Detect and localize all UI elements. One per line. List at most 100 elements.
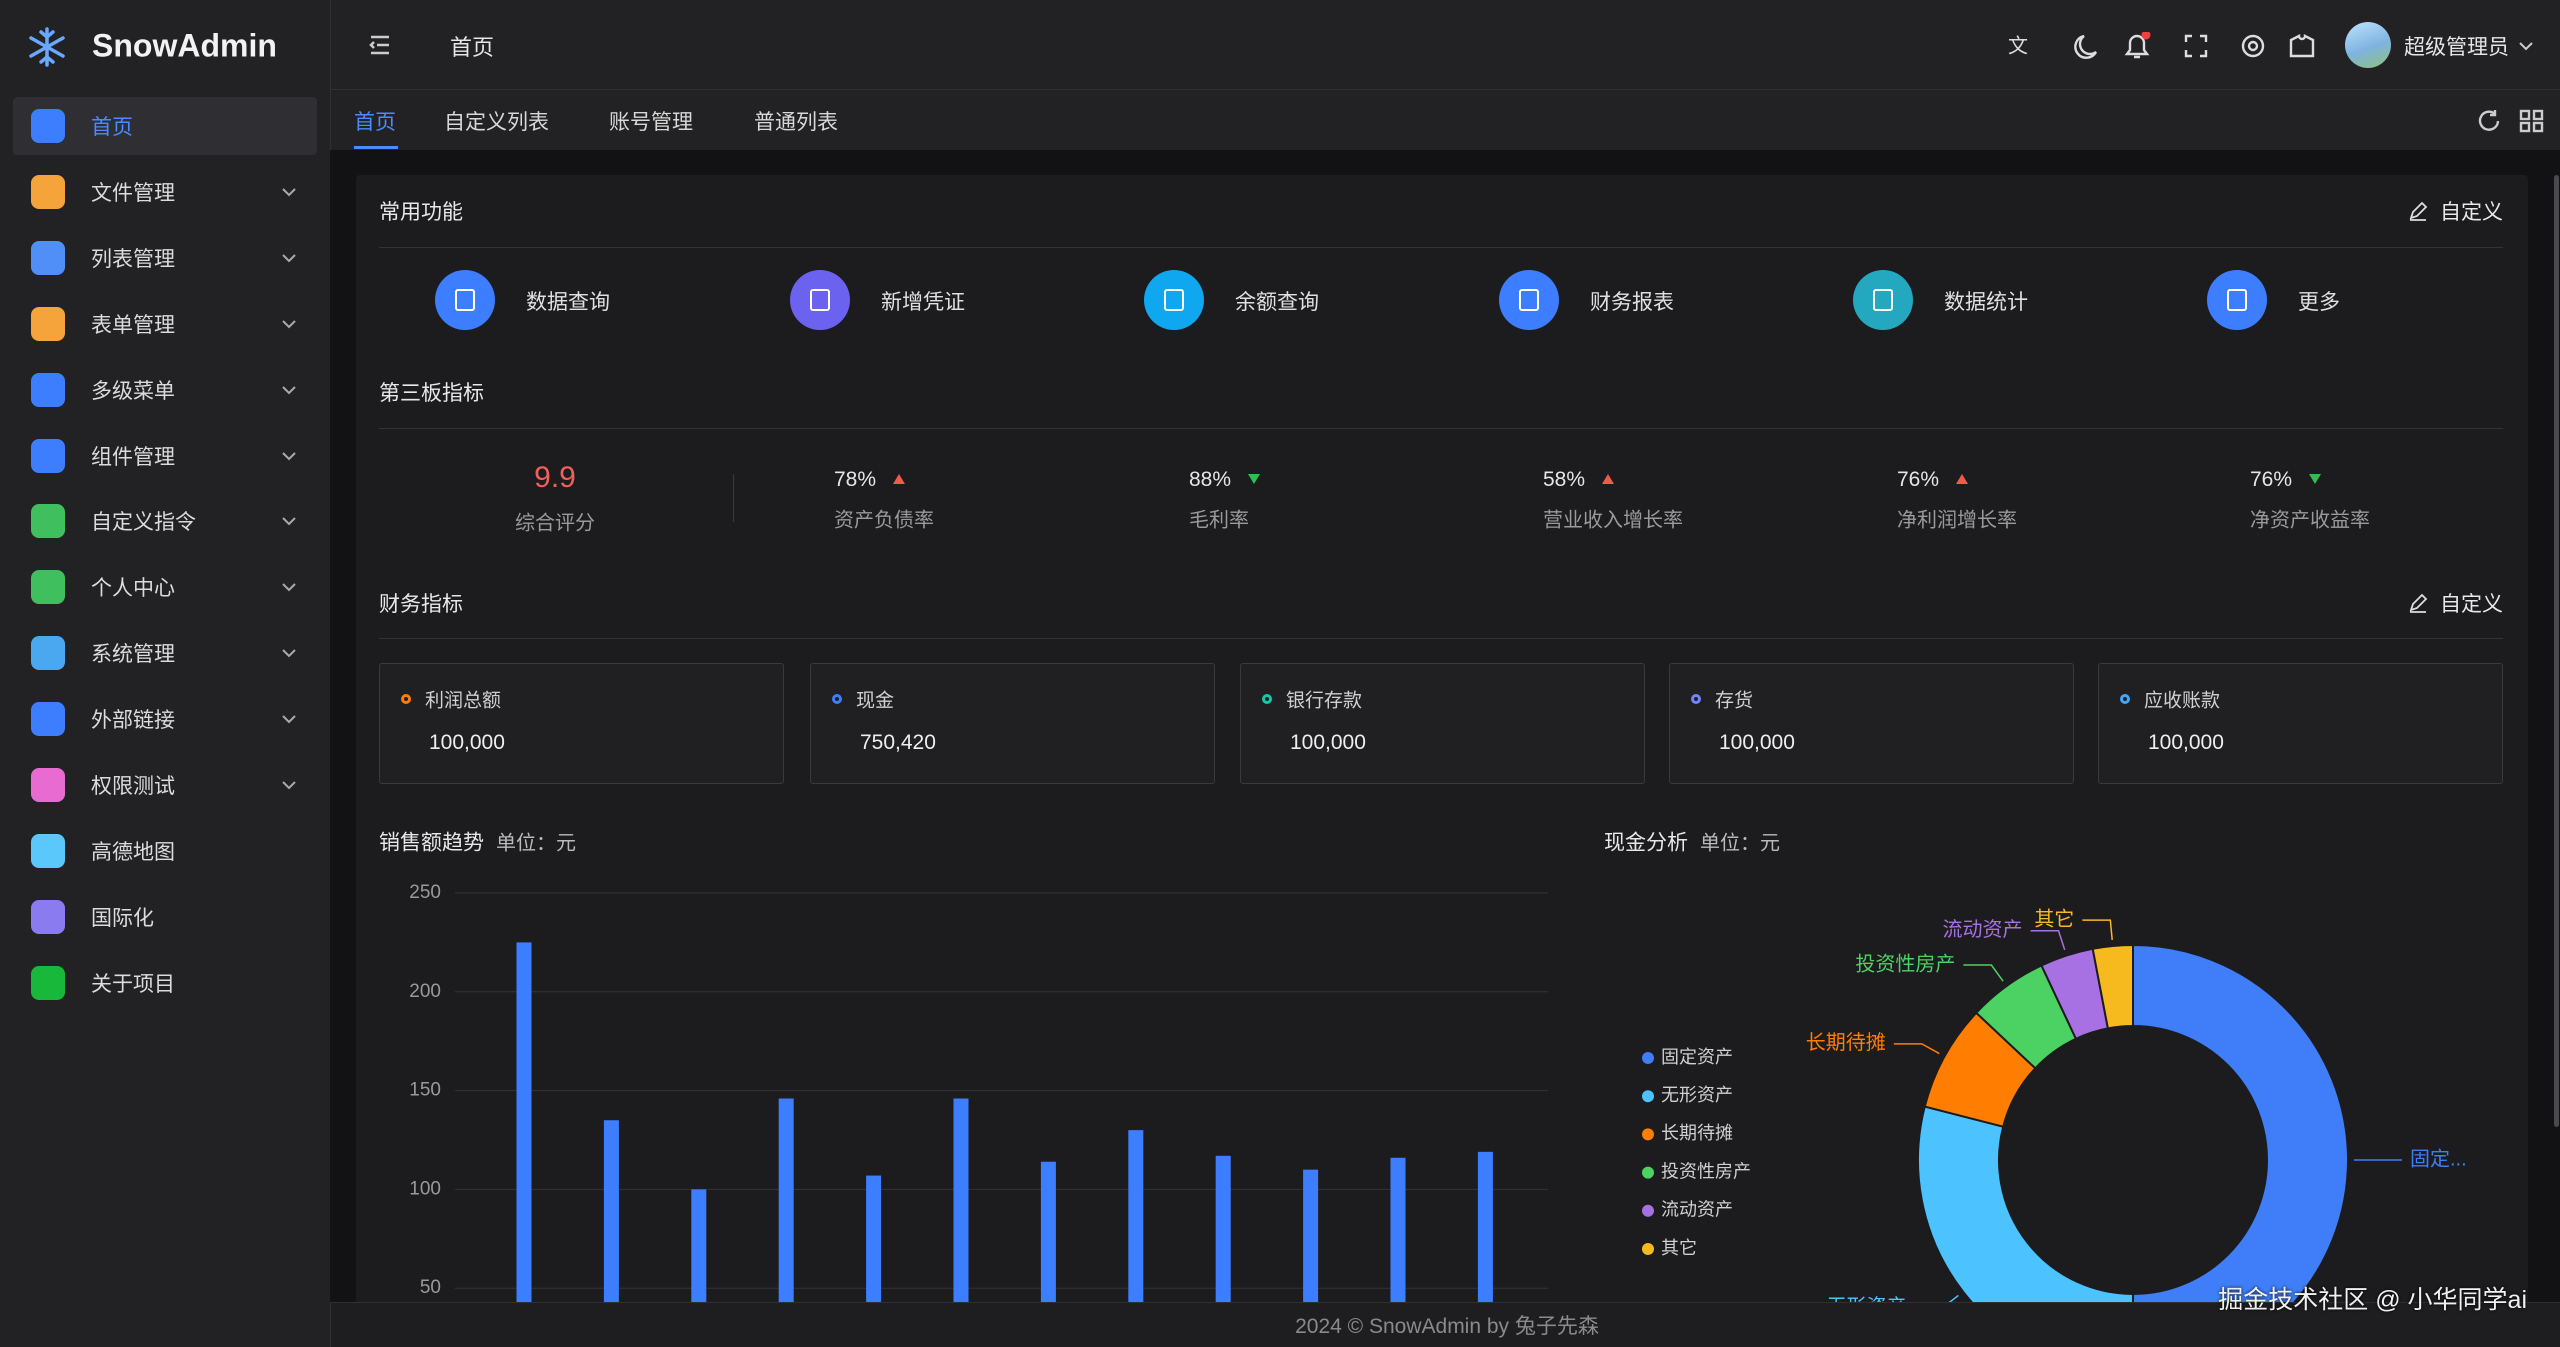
legend-label: 投资性房产 <box>1661 1161 1751 1181</box>
section-action[interactable]: 自定义 <box>2440 201 2503 224</box>
section-title: 财务指标 <box>379 593 463 616</box>
finance-dot <box>832 694 842 704</box>
legend-dot <box>1642 1052 1654 1064</box>
finance-dot <box>1691 694 1701 704</box>
slice-label: 流动资产 <box>1943 918 2023 941</box>
function-icon[interactable] <box>2207 270 2267 330</box>
avatar[interactable] <box>2345 22 2391 68</box>
settings-icon[interactable] <box>2241 34 2265 58</box>
function-label[interactable]: 数据统计 <box>1944 291 2028 314</box>
finance-card <box>1669 663 2074 784</box>
menu-icon[interactable] <box>31 768 65 802</box>
slice-label: 长期待摊 <box>1806 1031 1886 1054</box>
brand: SnowAdmin <box>92 27 277 64</box>
trend-arrow <box>1602 474 1614 484</box>
menu-item[interactable]: 表单管理 <box>91 313 175 337</box>
tab[interactable]: 自定义列表 <box>444 111 549 134</box>
menu-icon[interactable] <box>31 702 65 737</box>
menu-item[interactable]: 个人中心 <box>91 577 175 601</box>
menu-chevron <box>282 319 296 329</box>
bell-icon[interactable] <box>2124 34 2150 59</box>
menu-icon[interactable] <box>31 438 65 473</box>
section-divider <box>379 247 2503 248</box>
finance-card <box>379 663 784 784</box>
menu-icon[interactable] <box>31 636 65 671</box>
function-icon[interactable] <box>1499 270 1559 330</box>
finance-dot <box>1262 694 1272 704</box>
finance-label: 存货 <box>1715 690 1754 712</box>
bar <box>691 1189 707 1302</box>
menu-item[interactable]: 权限测试 <box>91 775 175 798</box>
tab[interactable]: 账号管理 <box>609 111 693 134</box>
tab[interactable]: 普通列表 <box>754 111 838 134</box>
menu-icon[interactable] <box>31 109 65 143</box>
menu-item[interactable]: 列表管理 <box>91 247 175 271</box>
fullscreen-icon[interactable] <box>2184 34 2208 58</box>
user-chevron[interactable] <box>2518 40 2534 52</box>
menu-icon[interactable] <box>31 899 65 934</box>
menu-icon[interactable] <box>31 504 65 539</box>
chevron <box>282 517 296 526</box>
legend-dot <box>1642 1204 1654 1217</box>
function-icon[interactable] <box>1853 270 1913 330</box>
menu-icon[interactable] <box>31 240 65 275</box>
menu-chevron <box>282 188 296 197</box>
slice-label: 其它 <box>2034 907 2074 930</box>
finance-value: 100,000 <box>2148 731 2224 754</box>
menu-toggle[interactable] <box>369 34 391 56</box>
section-action[interactable]: 自定义 <box>2440 593 2503 616</box>
layout-icon[interactable] <box>2519 109 2544 133</box>
finance-value: 100,000 <box>429 731 505 754</box>
legend-dot <box>1642 1128 1654 1141</box>
tab[interactable]: 首页 <box>354 111 396 134</box>
bar <box>1477 1151 1493 1302</box>
function-label[interactable]: 财务报表 <box>1590 291 1674 314</box>
function-glyph <box>1873 289 1893 311</box>
trend-up <box>893 474 905 484</box>
menu-icon[interactable] <box>31 965 65 1000</box>
menu-item[interactable]: 系统管理 <box>91 643 175 667</box>
score-value: 9.9 <box>534 461 576 494</box>
chart-subtitle: 单位：元 <box>496 831 576 854</box>
function-icon[interactable] <box>1144 270 1204 330</box>
function-label[interactable]: 余额查询 <box>1235 291 1319 314</box>
menu-item[interactable]: 组件管理 <box>91 445 175 469</box>
finance-dot <box>2120 694 2130 704</box>
skin-icon[interactable] <box>2289 34 2315 58</box>
menu-item[interactable]: 外部链接 <box>91 709 175 733</box>
function-label[interactable]: 新增凭证 <box>881 291 965 314</box>
user-name[interactable]: 超级管理员 <box>2404 36 2509 59</box>
menu-item[interactable]: 多级菜单 <box>91 379 175 403</box>
menu-icon[interactable] <box>31 174 65 209</box>
scrollbar[interactable] <box>2554 175 2559 1127</box>
menu-icon[interactable] <box>31 833 65 868</box>
menu-icon[interactable] <box>31 570 65 605</box>
menu-item[interactable]: 关于项目 <box>91 972 175 996</box>
function-icon[interactable] <box>435 270 495 330</box>
chevron <box>282 781 296 790</box>
pencil <box>2409 593 2428 613</box>
menu-icon[interactable] <box>31 372 65 407</box>
bar <box>1128 1130 1144 1302</box>
menu-item[interactable]: 自定义指令 <box>91 511 196 535</box>
trend-up <box>1602 474 1614 484</box>
donut-slice <box>2091 943 2134 1030</box>
chevron <box>282 649 296 658</box>
menu-icon[interactable] <box>31 306 65 341</box>
slice-label: 固定... <box>2410 1147 2467 1170</box>
refresh-icon[interactable] <box>2478 110 2500 131</box>
menu-item[interactable]: 文件管理 <box>91 181 175 205</box>
theme-icon[interactable] <box>2074 34 2098 59</box>
finance-card <box>2098 663 2503 784</box>
function-icon[interactable] <box>790 270 850 330</box>
menu-item[interactable]: 国际化 <box>91 906 154 930</box>
leader-line <box>1893 1043 1940 1055</box>
bar <box>603 1120 619 1302</box>
function-label[interactable]: 数据查询 <box>526 291 610 314</box>
menu-item[interactable]: 高德地图 <box>91 840 175 864</box>
chevron <box>282 188 296 197</box>
function-label[interactable]: 更多 <box>2298 291 2340 314</box>
edit-icon <box>2409 593 2428 613</box>
menu-item[interactable]: 首页 <box>91 116 133 139</box>
translate-icon[interactable]: 文 <box>2008 34 2028 57</box>
